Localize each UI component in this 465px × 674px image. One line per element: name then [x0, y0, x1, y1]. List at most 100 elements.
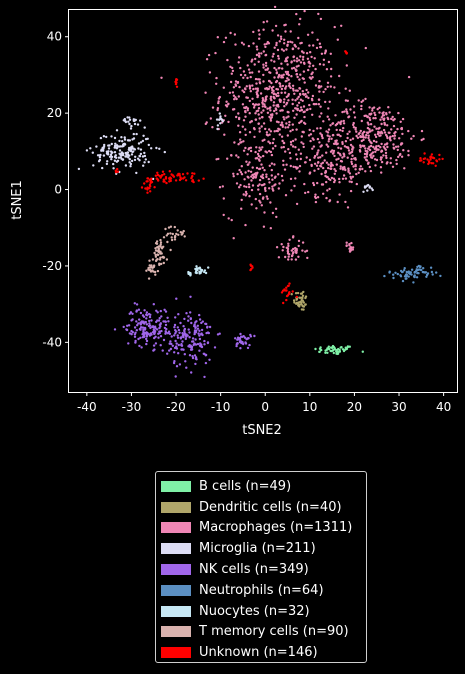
data-point — [216, 36, 219, 39]
data-point — [194, 338, 197, 341]
data-point — [139, 311, 143, 315]
data-point — [329, 124, 332, 127]
data-point — [295, 301, 299, 304]
data-point — [337, 347, 340, 351]
data-point — [368, 128, 371, 131]
data-point — [349, 143, 353, 147]
data-point — [333, 86, 336, 89]
data-point — [272, 138, 275, 141]
data-point — [284, 194, 288, 197]
data-point — [193, 342, 196, 345]
data-point — [277, 57, 280, 60]
y-tick-label: -40 — [42, 335, 62, 349]
data-point — [96, 154, 100, 157]
data-point — [200, 344, 203, 347]
data-point — [244, 115, 247, 118]
data-point — [147, 143, 150, 147]
data-point — [375, 127, 378, 130]
data-point — [262, 73, 265, 77]
data-point — [432, 162, 435, 165]
data-point — [294, 292, 298, 295]
data-point — [274, 207, 278, 210]
data-point — [439, 274, 442, 278]
data-point — [368, 139, 371, 142]
data-point — [386, 116, 389, 120]
legend-item: Microglia (n=211) — [161, 538, 366, 559]
data-point — [168, 170, 171, 173]
data-point — [273, 5, 277, 9]
data-point — [288, 291, 291, 295]
data-point — [164, 177, 168, 180]
data-point — [401, 117, 405, 121]
data-point — [175, 297, 178, 300]
data-point — [382, 111, 385, 114]
data-point — [177, 172, 180, 176]
data-point — [303, 110, 306, 113]
data-point — [359, 129, 362, 133]
data-point — [287, 73, 290, 77]
data-point — [211, 106, 215, 109]
data-point — [237, 124, 240, 127]
data-point — [173, 334, 176, 337]
data-point — [293, 59, 296, 62]
data-point — [273, 46, 276, 49]
data-point — [251, 84, 254, 87]
data-point — [235, 154, 238, 157]
data-point — [410, 268, 414, 271]
data-point — [304, 191, 307, 195]
data-point — [124, 164, 128, 167]
data-point — [261, 139, 264, 142]
data-point — [183, 317, 186, 321]
data-point — [400, 126, 403, 130]
data-point — [231, 69, 235, 73]
data-point — [137, 308, 141, 311]
data-point — [154, 247, 157, 250]
data-point — [430, 270, 434, 274]
y-tick-label: -20 — [42, 259, 62, 273]
data-point — [427, 162, 430, 166]
data-point — [281, 249, 284, 252]
data-point — [244, 223, 247, 227]
data-point — [194, 271, 197, 274]
data-point — [354, 168, 357, 171]
data-point — [254, 197, 257, 201]
data-point — [359, 144, 362, 147]
data-point — [107, 150, 110, 153]
data-point — [176, 229, 179, 232]
data-point — [168, 180, 171, 183]
data-point — [364, 147, 367, 150]
data-point — [285, 122, 288, 125]
data-point — [304, 295, 308, 298]
data-point — [349, 189, 353, 193]
data-point — [181, 334, 185, 337]
data-point — [372, 117, 375, 120]
data-point — [246, 64, 249, 67]
data-point — [237, 95, 240, 98]
data-point — [244, 194, 247, 197]
data-point — [275, 94, 278, 98]
data-point — [154, 335, 157, 338]
data-point — [159, 176, 162, 179]
data-point — [176, 326, 179, 329]
data-point — [301, 77, 304, 80]
data-point — [216, 108, 219, 112]
data-point — [224, 114, 227, 118]
data-point — [275, 72, 278, 75]
data-point — [165, 258, 169, 261]
data-point — [302, 105, 306, 108]
data-point — [319, 164, 322, 168]
data-point — [345, 244, 348, 248]
data-point — [389, 135, 392, 138]
data-point — [236, 172, 239, 176]
data-point — [183, 353, 186, 356]
data-point — [189, 317, 192, 320]
data-point — [324, 171, 327, 174]
data-point — [380, 122, 383, 126]
data-point — [175, 365, 179, 368]
data-point — [393, 117, 396, 121]
data-point — [325, 143, 328, 146]
data-point — [259, 92, 263, 95]
data-point — [341, 156, 344, 159]
data-point — [298, 23, 301, 26]
data-point — [327, 140, 330, 143]
